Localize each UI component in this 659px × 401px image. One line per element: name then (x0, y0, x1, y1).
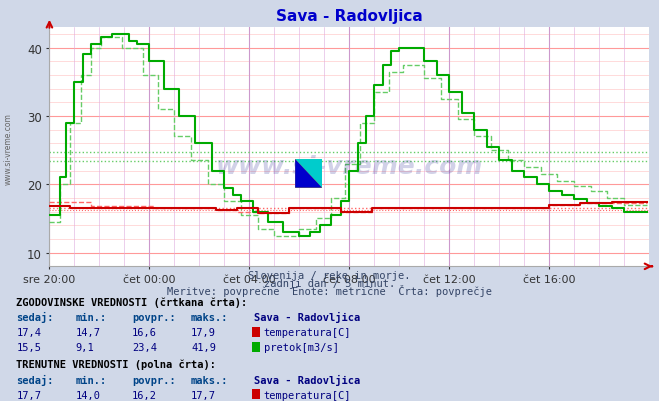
Text: sedaj:: sedaj: (16, 311, 54, 322)
Text: povpr.:: povpr.: (132, 312, 175, 322)
Text: temperatura[C]: temperatura[C] (264, 390, 351, 400)
Text: 15,5: 15,5 (16, 342, 42, 352)
Text: 14,0: 14,0 (76, 390, 101, 400)
Text: 17,9: 17,9 (191, 327, 216, 337)
Text: povpr.:: povpr.: (132, 375, 175, 385)
Text: 16,2: 16,2 (132, 390, 157, 400)
Text: min.:: min.: (76, 375, 107, 385)
Title: Sava - Radovljica: Sava - Radovljica (276, 9, 422, 24)
Text: 16,6: 16,6 (132, 327, 157, 337)
Text: Meritve: povprečne  Enote: metrične  Črta: povprečje: Meritve: povprečne Enote: metrične Črta:… (167, 285, 492, 297)
Text: Slovenija / reke in morje.: Slovenija / reke in morje. (248, 271, 411, 281)
Text: pretok[m3/s]: pretok[m3/s] (264, 342, 339, 352)
Text: 17,7: 17,7 (191, 390, 216, 400)
Text: TRENUTNE VREDNOSTI (polna črta):: TRENUTNE VREDNOSTI (polna črta): (16, 359, 216, 369)
Text: sedaj:: sedaj: (16, 374, 54, 385)
Text: 17,4: 17,4 (16, 327, 42, 337)
Text: www.si-vreme.com: www.si-vreme.com (215, 154, 483, 178)
Text: ZGODOVINSKE VREDNOSTI (črtkana črta):: ZGODOVINSKE VREDNOSTI (črtkana črta): (16, 296, 248, 307)
Text: temperatura[C]: temperatura[C] (264, 327, 351, 337)
Text: 17,7: 17,7 (16, 390, 42, 400)
Text: 41,9: 41,9 (191, 342, 216, 352)
Text: Sava - Radovljica: Sava - Radovljica (254, 311, 360, 322)
Text: zadnji dan / 5 minut.: zadnji dan / 5 minut. (264, 279, 395, 289)
Text: 9,1: 9,1 (76, 342, 94, 352)
Text: maks.:: maks.: (191, 312, 229, 322)
Text: www.si-vreme.com: www.si-vreme.com (4, 113, 13, 184)
Text: Sava - Radovljica: Sava - Radovljica (254, 374, 360, 385)
Text: maks.:: maks.: (191, 375, 229, 385)
Text: 14,7: 14,7 (76, 327, 101, 337)
Text: 23,4: 23,4 (132, 342, 157, 352)
Text: min.:: min.: (76, 312, 107, 322)
